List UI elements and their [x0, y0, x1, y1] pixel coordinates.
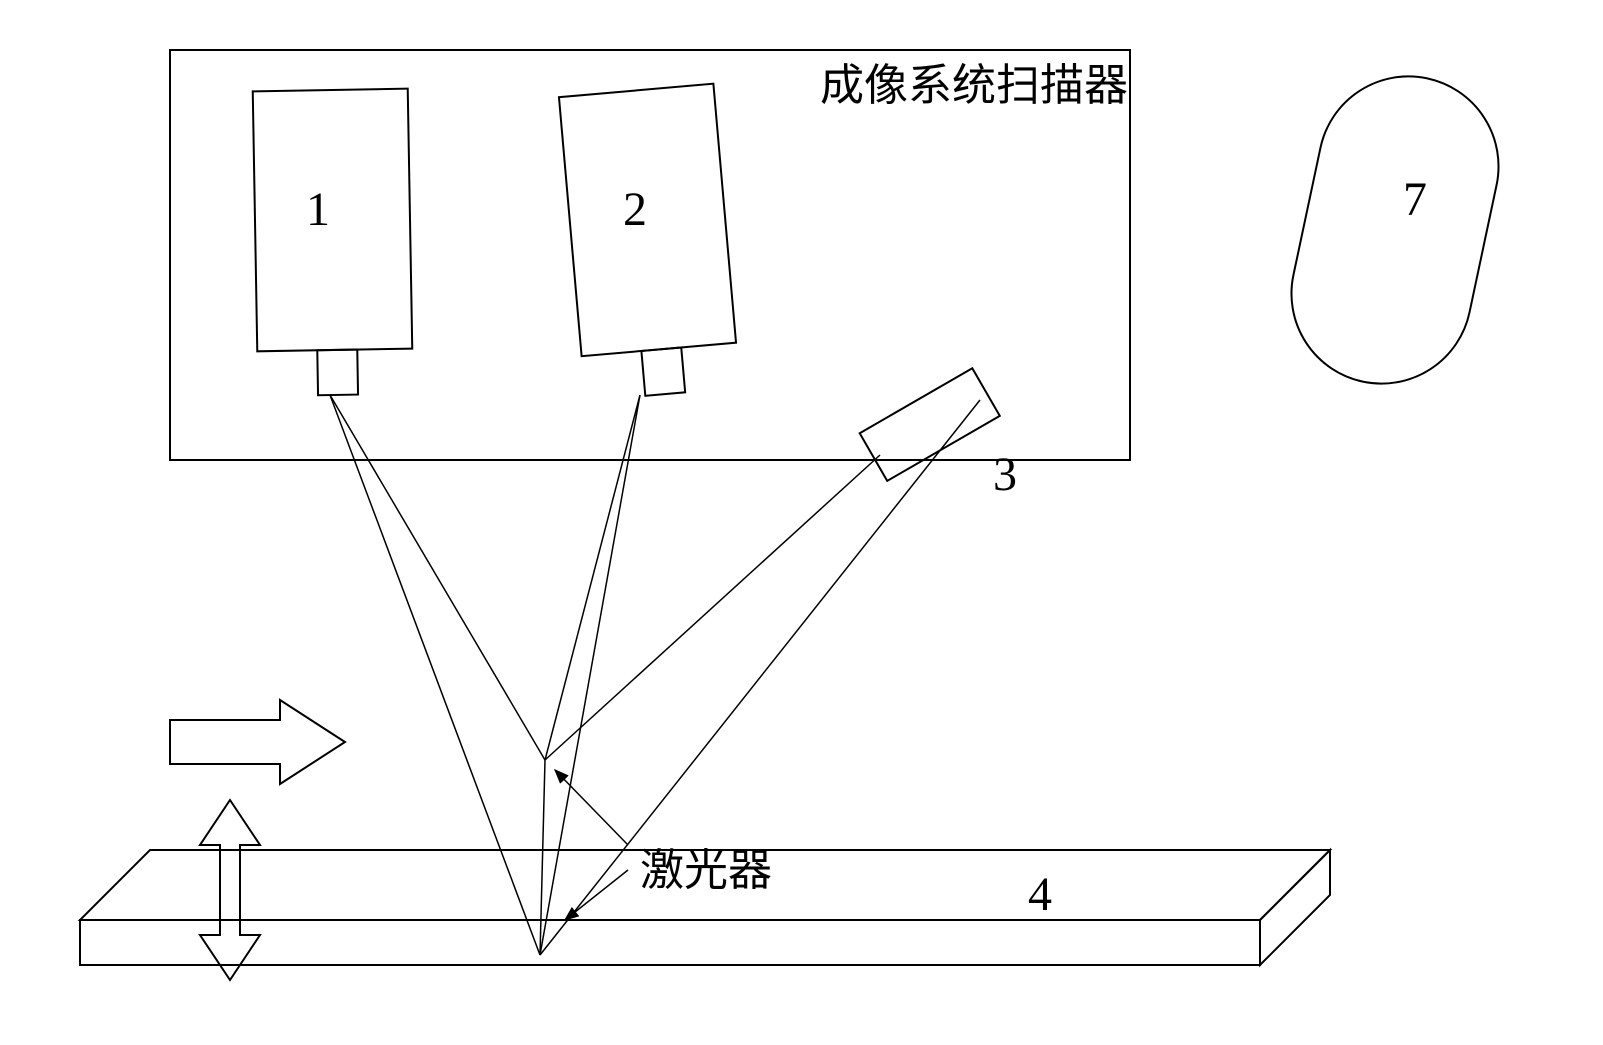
updown-arrow-icon [200, 800, 260, 980]
emitter-3-number: 3 [993, 448, 1017, 501]
camera-1-number: 1 [306, 183, 330, 236]
right-arrow-icon [170, 700, 345, 784]
camera-2 [559, 84, 740, 401]
scanner-label: 成像系统扫描器 [820, 61, 1128, 110]
platform-number: 4 [1028, 868, 1052, 921]
laser-label: 激光器 [640, 846, 772, 895]
scanner-enclosure [170, 50, 1130, 460]
diagram-canvas: 成像系统扫描器 1 2 3 7 [0, 0, 1603, 1045]
laser-pointer-2 [565, 870, 628, 920]
camera-1 [253, 89, 413, 397]
object-7 [1275, 60, 1516, 401]
camera-2-number: 2 [623, 183, 647, 236]
object-7-number: 7 [1403, 173, 1427, 226]
